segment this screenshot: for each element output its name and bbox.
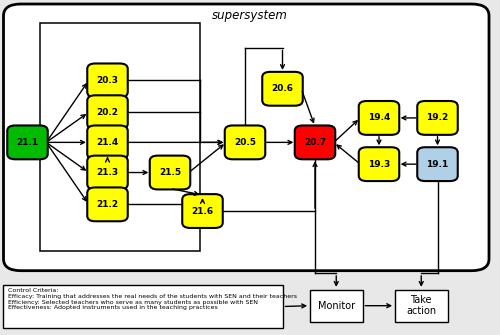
- Bar: [40, 23, 200, 251]
- Text: 21.1: 21.1: [16, 138, 38, 147]
- Bar: [395, 290, 448, 322]
- Text: 21.6: 21.6: [192, 207, 214, 215]
- FancyBboxPatch shape: [295, 126, 335, 159]
- Text: supersystem: supersystem: [212, 9, 288, 21]
- Text: 21.4: 21.4: [96, 138, 118, 147]
- Text: 21.5: 21.5: [159, 168, 181, 177]
- FancyBboxPatch shape: [88, 64, 128, 97]
- FancyBboxPatch shape: [88, 126, 128, 159]
- FancyBboxPatch shape: [359, 101, 399, 135]
- Text: Control Criteria:
Efficacy: Training that addresses the real needs of the studen: Control Criteria: Efficacy: Training tha…: [8, 288, 296, 311]
- FancyBboxPatch shape: [359, 147, 399, 181]
- Text: 21.2: 21.2: [96, 200, 118, 209]
- Text: 20.2: 20.2: [96, 108, 118, 117]
- Bar: [2, 285, 282, 328]
- Text: 19.3: 19.3: [368, 160, 390, 169]
- FancyBboxPatch shape: [88, 95, 128, 129]
- Text: Take
action: Take action: [406, 295, 436, 317]
- FancyBboxPatch shape: [88, 156, 128, 190]
- FancyBboxPatch shape: [182, 194, 223, 228]
- Text: Monitor: Monitor: [318, 301, 355, 311]
- Text: 19.1: 19.1: [426, 160, 448, 169]
- Text: 20.3: 20.3: [96, 76, 118, 85]
- FancyBboxPatch shape: [4, 4, 489, 271]
- Text: 19.4: 19.4: [368, 114, 390, 122]
- FancyBboxPatch shape: [150, 156, 190, 190]
- FancyBboxPatch shape: [417, 101, 458, 135]
- FancyBboxPatch shape: [417, 147, 458, 181]
- Text: 20.6: 20.6: [272, 84, 293, 93]
- Text: 19.2: 19.2: [426, 114, 448, 122]
- Text: 20.7: 20.7: [304, 138, 326, 147]
- Text: 20.5: 20.5: [234, 138, 256, 147]
- FancyBboxPatch shape: [88, 188, 128, 221]
- FancyBboxPatch shape: [225, 126, 265, 159]
- Text: 21.3: 21.3: [96, 168, 118, 177]
- Bar: [310, 290, 362, 322]
- FancyBboxPatch shape: [262, 72, 302, 106]
- FancyBboxPatch shape: [8, 126, 48, 159]
